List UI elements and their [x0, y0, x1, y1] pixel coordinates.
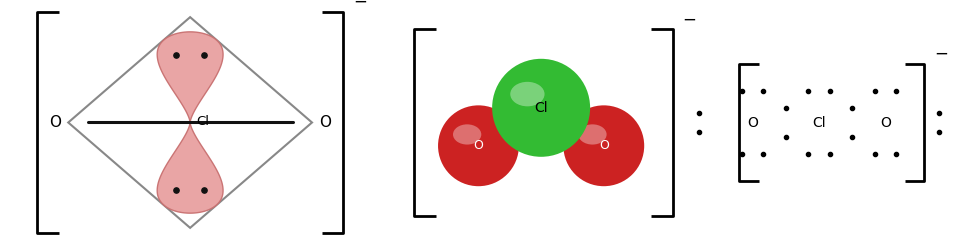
Text: Cl: Cl [812, 115, 826, 130]
Text: Cl: Cl [534, 101, 548, 115]
Polygon shape [157, 32, 223, 122]
Text: O: O [474, 139, 484, 152]
Ellipse shape [438, 105, 519, 186]
Ellipse shape [566, 115, 641, 183]
Ellipse shape [496, 70, 586, 153]
Text: −: − [682, 10, 696, 28]
Ellipse shape [510, 82, 545, 106]
Polygon shape [157, 122, 223, 213]
Text: O: O [50, 115, 61, 130]
Ellipse shape [453, 124, 482, 145]
Text: O: O [319, 115, 331, 130]
Text: Cl: Cl [196, 115, 209, 128]
Ellipse shape [578, 124, 606, 145]
Ellipse shape [442, 115, 516, 183]
Text: O: O [879, 115, 891, 130]
Text: −: − [353, 0, 367, 11]
Text: O: O [599, 139, 608, 152]
Text: −: − [934, 45, 948, 62]
Text: O: O [747, 115, 759, 130]
Ellipse shape [564, 105, 644, 186]
Ellipse shape [492, 59, 590, 157]
